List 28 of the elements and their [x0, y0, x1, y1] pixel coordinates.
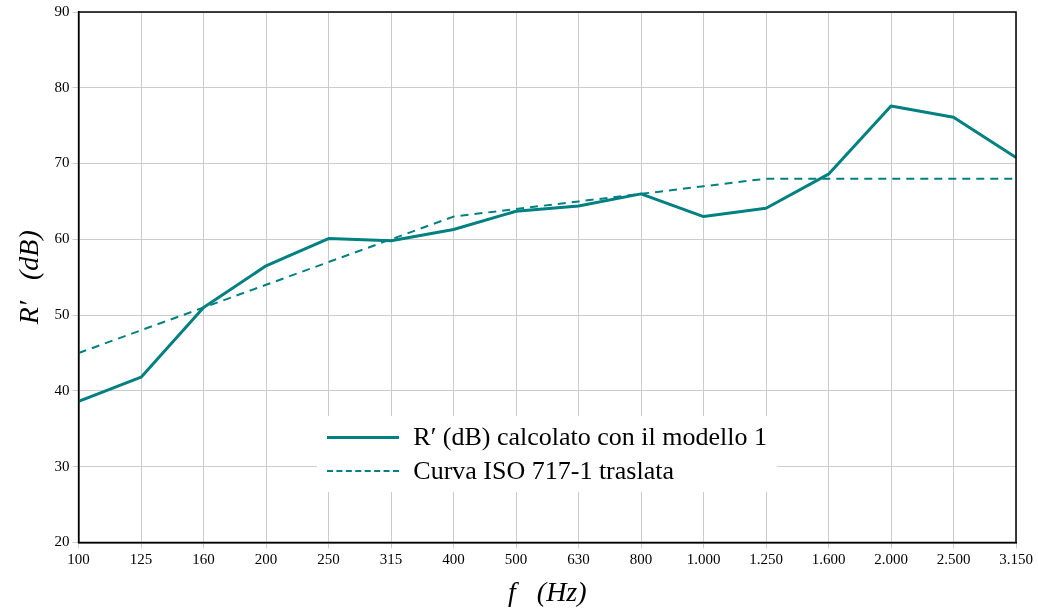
x-tick-label: 100 — [67, 551, 90, 568]
y-axis-title: R′ (dB) — [13, 230, 45, 326]
y-tick-label: 70 — [54, 154, 70, 171]
x-tick-label: 1.250 — [749, 551, 783, 568]
x-tick-label: 400 — [442, 551, 465, 568]
y-tick-label: 50 — [54, 306, 70, 323]
y-tick-label: 90 — [54, 2, 70, 19]
x-tick-label: 1.000 — [686, 551, 721, 568]
x-tick-label: 315 — [379, 551, 403, 568]
x-tick-label: 500 — [504, 551, 528, 568]
x-tick-label: 200 — [254, 551, 278, 568]
legend-label: R′ (dB) calcolato con il modello 1 — [413, 421, 768, 454]
x-tick-label: 800 — [629, 551, 653, 568]
x-tick-label: 1.600 — [811, 551, 846, 568]
x-tick-label: 630 — [567, 551, 590, 568]
y-tick-label: 80 — [54, 78, 70, 95]
y-tick-label: 30 — [54, 457, 70, 474]
x-tick-label: 2.500 — [936, 551, 971, 568]
y-tick-label: 20 — [54, 533, 70, 550]
x-tick-label: 125 — [129, 551, 153, 568]
x-tick-label: 250 — [317, 551, 340, 568]
x-tick-label: 3.150 — [999, 551, 1033, 568]
legend-label: Curva ISO 717-1 traslata — [413, 455, 674, 488]
x-axis-title: f (Hz) — [508, 575, 587, 607]
x-tick-label: 160 — [192, 551, 215, 568]
y-tick-label: 40 — [54, 381, 70, 398]
x-tick-label: 2.000 — [874, 551, 908, 568]
y-tick-label: 60 — [54, 230, 70, 247]
